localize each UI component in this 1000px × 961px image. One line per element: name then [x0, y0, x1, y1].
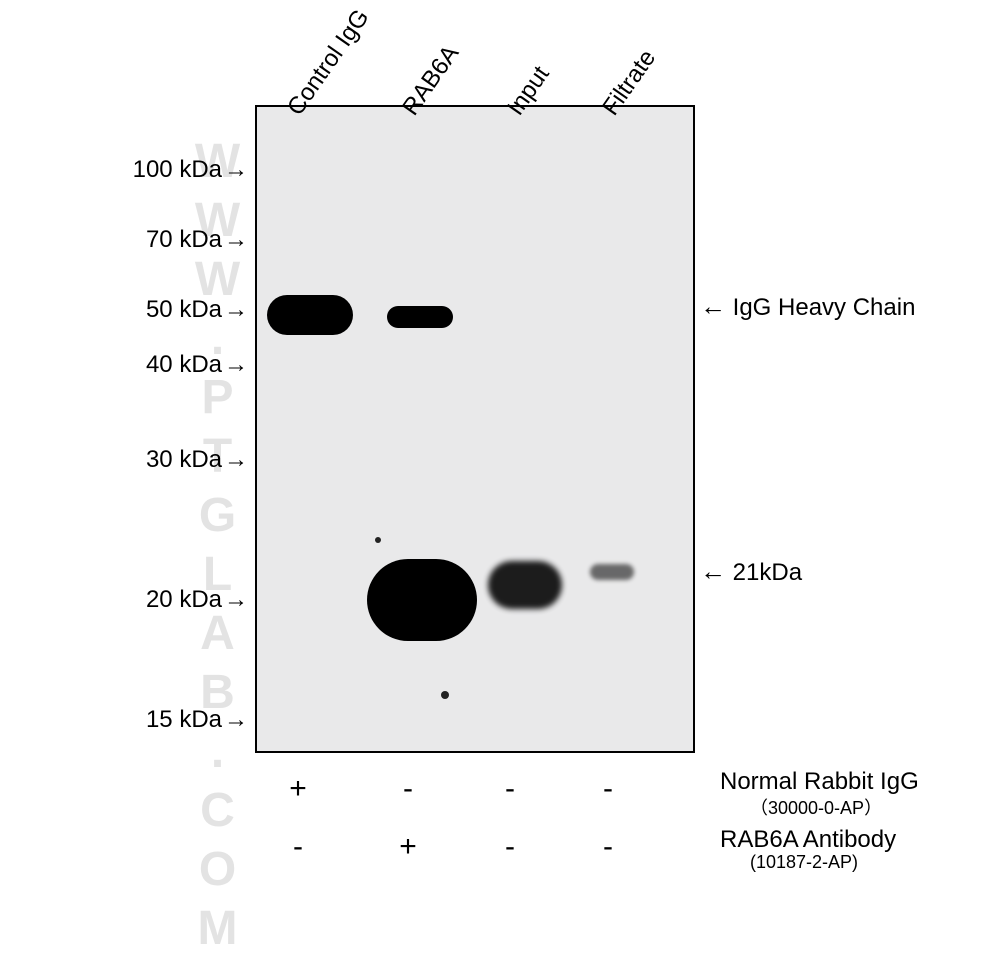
blot-band [488, 561, 562, 609]
arrow-left-icon: ← [700, 556, 726, 586]
table-mark: - [490, 830, 530, 864]
mw-marker-label: 20 kDa→ [146, 586, 248, 614]
lane-label: Control IgG [282, 4, 375, 121]
arrow-right-icon: → [224, 351, 248, 379]
table-row-label: RAB6A Antibody [720, 826, 896, 854]
table-mark: - [588, 830, 628, 864]
arrow-right-icon: → [224, 226, 248, 254]
table-mark: - [588, 772, 628, 806]
arrow-left-icon: ← [700, 291, 726, 321]
right-annotation: ← IgG Heavy Chain [700, 291, 915, 322]
arrow-right-icon: → [224, 156, 248, 184]
table-mark: - [490, 772, 530, 806]
table-mark: + [278, 772, 318, 806]
table-mark: + [388, 830, 428, 864]
watermark: WWW.PTGLAB.COM [190, 135, 245, 961]
figure-container: WWW.PTGLAB.COM Control IgGRAB6AInputFilt… [0, 0, 1000, 903]
mw-marker-label: 30 kDa→ [146, 446, 248, 474]
blot-band [590, 564, 634, 580]
mw-marker-label: 15 kDa→ [146, 706, 248, 734]
arrow-right-icon: → [224, 586, 248, 614]
speckle [375, 537, 381, 543]
arrow-right-icon: → [224, 706, 248, 734]
right-annotation: ← 21kDa [700, 556, 802, 587]
blot-band [267, 295, 353, 335]
speckle [441, 691, 449, 699]
blot-band [387, 306, 453, 328]
table-row-label: Normal Rabbit IgG [720, 768, 919, 796]
arrow-right-icon: → [224, 296, 248, 324]
arrow-right-icon: → [224, 446, 248, 474]
blot-membrane [255, 105, 695, 753]
mw-marker-label: 50 kDa→ [146, 296, 248, 324]
blot-band [367, 559, 477, 641]
mw-marker-label: 40 kDa→ [146, 351, 248, 379]
mw-marker-label: 100 kDa→ [133, 156, 248, 184]
mw-marker-label: 70 kDa→ [146, 226, 248, 254]
table-row-sublabel: (10187-2-AP) [750, 852, 858, 873]
table-row-sublabel: （30000-0-AP） [750, 794, 882, 820]
table-mark: - [278, 830, 318, 864]
table-mark: - [388, 772, 428, 806]
